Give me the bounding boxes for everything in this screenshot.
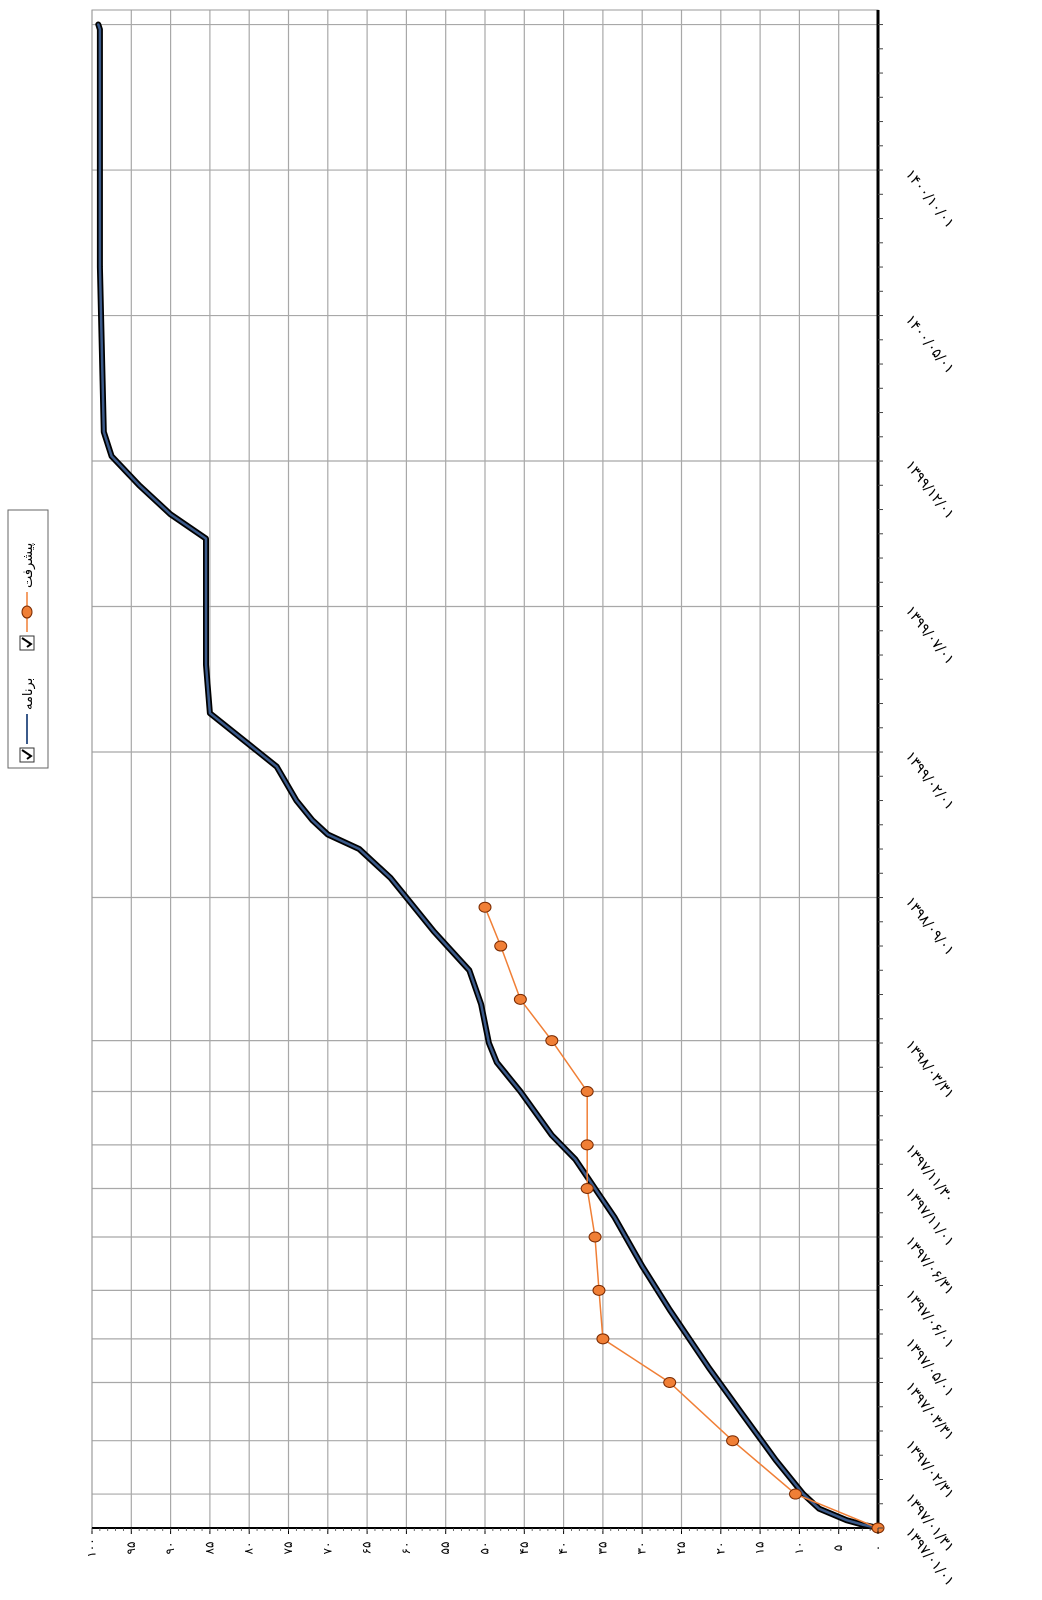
y-tick-label: ۱۰ xyxy=(792,1542,806,1555)
y-tick-label: ۹۵ xyxy=(124,1542,138,1555)
y-tick-label: ۵۰ xyxy=(478,1542,492,1555)
y-tick-label: ۰ xyxy=(871,1545,885,1551)
data-point xyxy=(580,1086,594,1098)
data-point xyxy=(580,1183,594,1195)
series-line-plan xyxy=(97,23,880,1530)
y-tick-label: ۵۵ xyxy=(438,1542,452,1555)
legend-label-plan: برنامه xyxy=(21,678,36,710)
y-tick-label: ۴۰ xyxy=(556,1542,570,1555)
data-point xyxy=(663,1377,677,1389)
legend-label-progress: پیشرفت xyxy=(21,542,36,588)
data-point xyxy=(588,1231,602,1243)
y-tick-label: ۵ xyxy=(831,1545,845,1551)
check-icon xyxy=(21,749,33,760)
legend-box: برنامه پیشرفت xyxy=(7,509,49,769)
data-point xyxy=(580,1139,594,1151)
data-point xyxy=(788,1488,802,1500)
y-tick-label: ۲۵ xyxy=(674,1542,688,1555)
y-tick-label: ۲۰ xyxy=(713,1542,727,1555)
data-point xyxy=(545,1035,559,1047)
series-layer xyxy=(95,21,885,1534)
gridlines xyxy=(91,10,879,1529)
y-tick-label: ۹۰ xyxy=(163,1542,177,1555)
data-point xyxy=(726,1435,740,1447)
y-tick-label: ۶۰ xyxy=(399,1542,413,1555)
data-point xyxy=(596,1333,610,1345)
y-tick-label: ۴۵ xyxy=(517,1542,531,1555)
y-tick-label: ۸۵ xyxy=(202,1542,216,1555)
y-axis-tick-labels: ۰ ۵ ۱۰ ۱۵ ۲۰ ۲۵ ۳۰ ۳۵ ۴۰ ۴۵ ۵۰ ۵۵ ۶۰ ۶۵ ۷۰ ۷۵ ۸۰ ۸۵ ۹۰ ۹۵ ۱۰… xyxy=(85,1528,885,1558)
y-tick-label: ۳۰ xyxy=(635,1542,649,1555)
series-line-progress xyxy=(484,906,879,1529)
y-tick-label: ۱۰۰ xyxy=(85,1538,99,1557)
y-tick-label: ۱۵ xyxy=(753,1542,767,1555)
data-point xyxy=(478,901,492,913)
legend: برنامه پیشرفت xyxy=(7,509,49,769)
y-tick-label: ۸۰ xyxy=(242,1542,256,1555)
data-point xyxy=(494,940,508,952)
y-tick-label: ۷۰ xyxy=(320,1542,334,1555)
check-icon xyxy=(21,637,33,648)
y-tick-label: ۷۵ xyxy=(281,1542,295,1555)
data-point xyxy=(592,1284,606,1296)
data-point xyxy=(513,993,527,1005)
y-tick-label: ۶۵ xyxy=(360,1542,374,1555)
legend-marker-progress xyxy=(21,605,33,619)
y-tick-label: ۳۵ xyxy=(595,1542,609,1555)
